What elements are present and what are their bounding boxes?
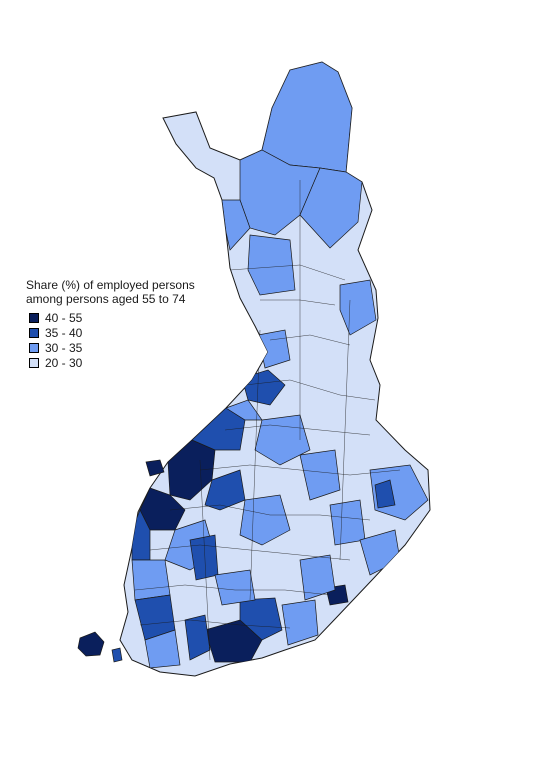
region-southeast-1: [299, 554, 336, 601]
municipal-borders: [134, 180, 401, 661]
legend-title: Share (%) of employed persons among pers…: [26, 278, 195, 306]
region-ostrobothnia-mid-2: [204, 469, 246, 511]
region-hame-1: [214, 569, 256, 606]
region-west-2: [131, 559, 171, 601]
map-legend: Share (%) of employed persons among pers…: [26, 278, 195, 370]
legend-item-40-55: 40 - 55: [29, 310, 195, 325]
region-lapland-south: [247, 234, 296, 296]
legend-swatch: [29, 312, 39, 323]
legend-label: 35 - 40: [45, 325, 83, 340]
legend-label: 30 - 35: [45, 340, 83, 355]
legend-swatch: [29, 327, 39, 338]
region-ostrobothnia-mid-1: [191, 407, 246, 451]
legend-label: 20 - 30: [45, 355, 83, 370]
region-northern-lapland: [261, 62, 353, 173]
region-aland-island: [111, 647, 123, 663]
region-vaasa-islets: [145, 459, 165, 477]
legend-swatch: [29, 357, 39, 368]
region-aland-dark: [77, 631, 105, 657]
legend-swatch: [29, 342, 39, 353]
legend-title-line1: Share (%) of employed persons: [26, 278, 195, 292]
region-central-4: [329, 499, 366, 546]
region-uusimaa-dark-1: [204, 619, 263, 663]
legend-item-30-35: 30 - 35: [29, 340, 195, 355]
region-uusimaa-mid-1: [239, 597, 283, 641]
legend-title-line2: among persons aged 55 to 74: [26, 292, 186, 306]
region-east-dark: [374, 479, 396, 509]
region-kymi-1: [281, 599, 319, 646]
region-southwest-light: [144, 629, 181, 669]
region-kalajoki-dark: [241, 369, 286, 406]
legend-item-35-40: 35 - 40: [29, 325, 195, 340]
region-central-3: [299, 449, 341, 501]
region-uusimaa-mid-2: [184, 614, 211, 661]
legend-label: 40 - 55: [45, 310, 83, 325]
legend-item-20-30: 20 - 30: [29, 355, 195, 370]
